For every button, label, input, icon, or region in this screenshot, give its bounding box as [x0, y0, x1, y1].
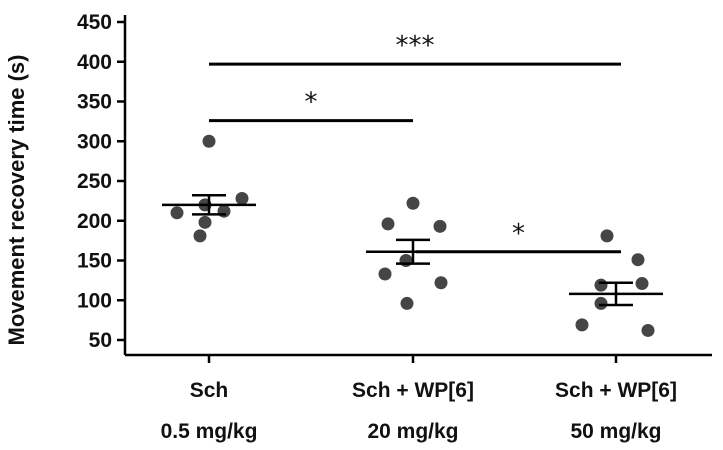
y-tick-label: 200 [77, 210, 112, 233]
data-point [406, 196, 420, 210]
y-ticks: 50 100 150 200 250 300 350 400 450 [77, 11, 125, 352]
y-tick-label: 50 [89, 329, 112, 352]
axes [123, 15, 712, 357]
data-point [235, 191, 249, 205]
y-tick-label: 100 [77, 289, 112, 312]
x-category-label-line2: 50 mg/kg [570, 420, 661, 443]
significance-label: *** [396, 31, 435, 61]
mean-sem-bars [162, 194, 663, 307]
y-tick-label: 250 [77, 170, 112, 193]
data-point [600, 229, 614, 243]
significance-label: * [305, 88, 318, 118]
data-point [400, 296, 414, 310]
significance-label: * [512, 219, 525, 249]
data-point [631, 253, 645, 267]
data-point [198, 215, 212, 229]
y-tick-label: 400 [77, 51, 112, 74]
data-point [170, 206, 184, 220]
data-point [217, 204, 231, 218]
data-point [433, 219, 447, 233]
data-point [381, 217, 395, 231]
x-category-label-line2: 0.5 mg/kg [161, 420, 258, 443]
x-category-label-line2: 20 mg/kg [367, 420, 458, 443]
x-category-labels: Sch 0.5 mg/kg Sch + WP[6] 20 mg/kg Sch + WP[… [161, 355, 677, 443]
x-category-label-line1: Sch + WP[6] [555, 379, 677, 402]
y-tick-label: 450 [77, 11, 112, 34]
data-point [378, 267, 392, 281]
y-tick-label: 350 [77, 91, 112, 114]
x-category-label-line1: Sch + WP[6] [352, 379, 474, 402]
data-point [399, 254, 413, 267]
data-point [193, 229, 207, 243]
data-point [635, 277, 649, 291]
significance-brackets: ***** [209, 31, 621, 254]
y-tick-label: 300 [77, 130, 112, 153]
y-axis-label: Movement recovery time (s) [4, 55, 29, 346]
data-point [202, 134, 216, 148]
data-points [170, 134, 655, 337]
data-point [594, 296, 608, 310]
data-point [594, 278, 608, 292]
data-point [575, 318, 589, 332]
data-point [641, 323, 655, 337]
data-point [434, 276, 448, 290]
x-category-label-line1: Sch [190, 379, 229, 402]
y-tick-label: 150 [77, 250, 112, 273]
